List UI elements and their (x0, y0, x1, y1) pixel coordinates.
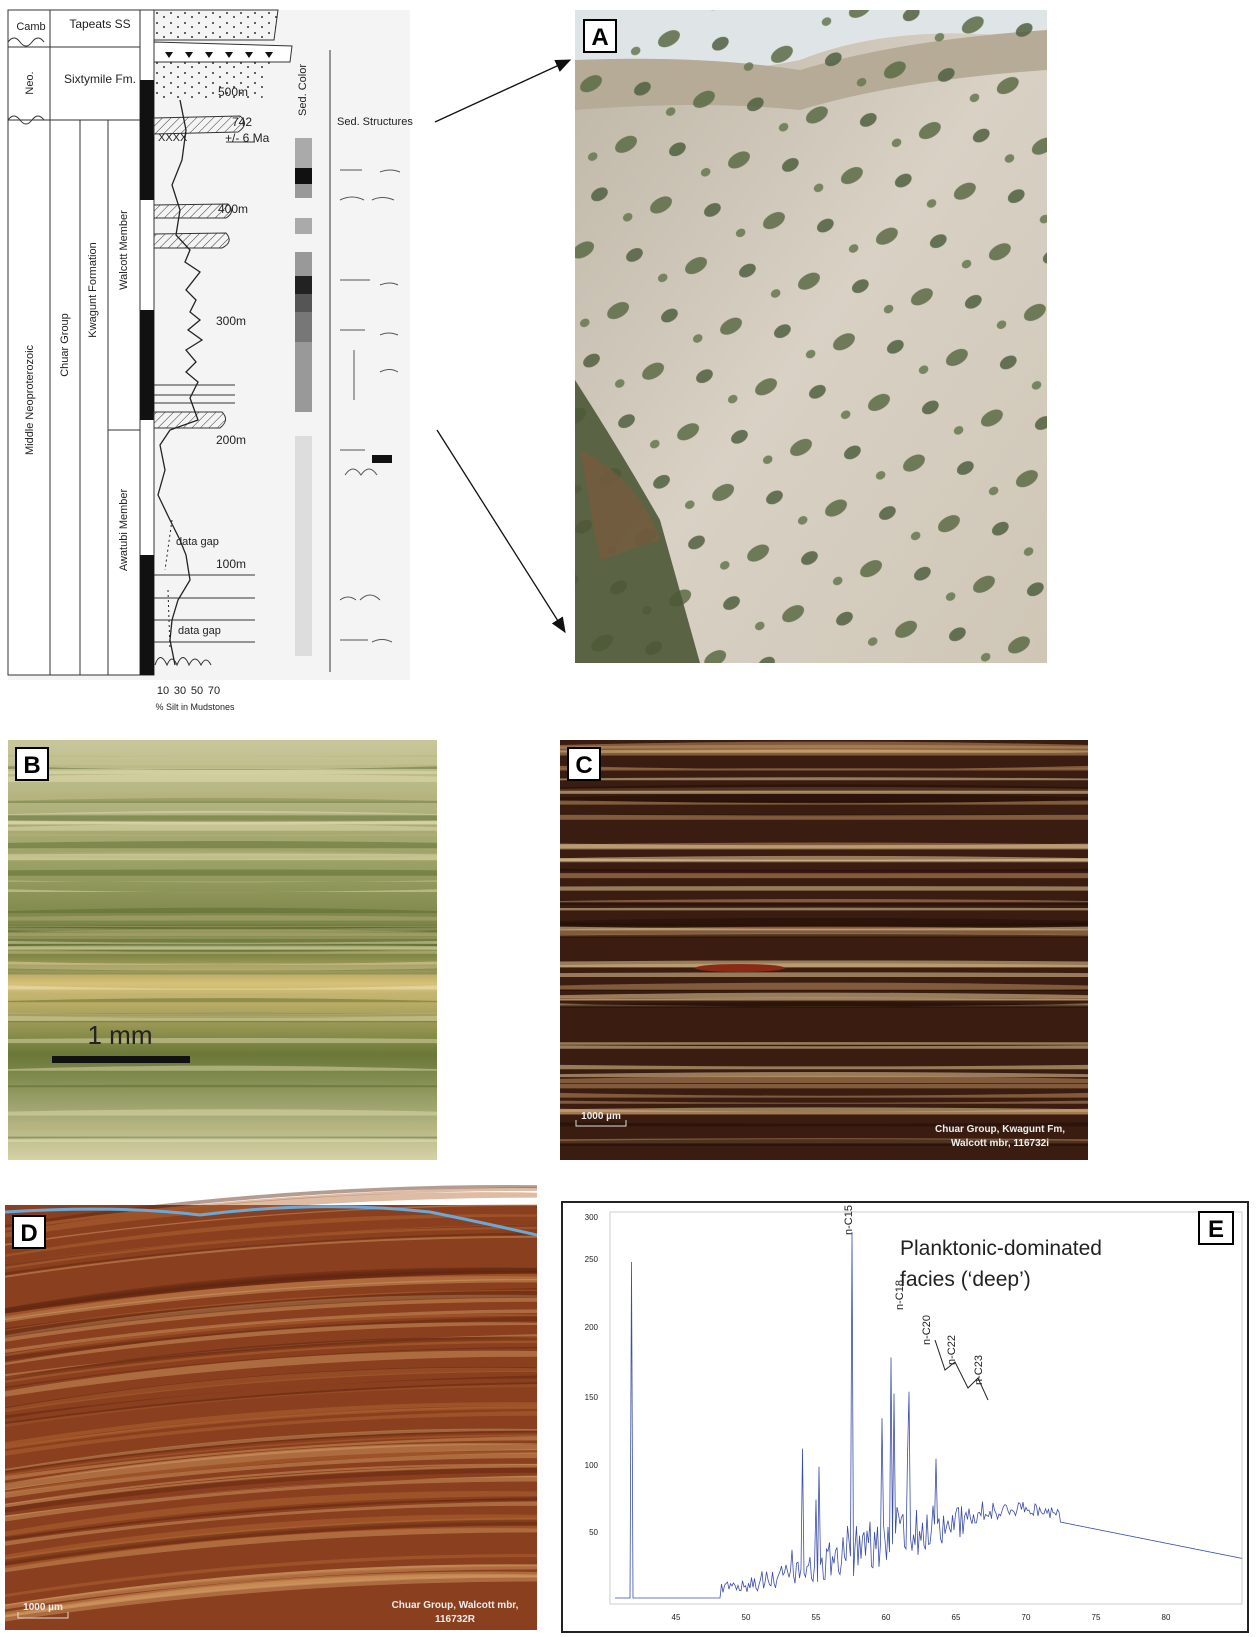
scale-label: 1 mm (88, 1020, 153, 1050)
texture (8, 869, 437, 875)
panel-label: C (575, 752, 592, 779)
texture (560, 745, 1088, 753)
y-tick-label: 250 (585, 1255, 599, 1264)
walcott-label: Walcott Member (118, 210, 130, 290)
arrow (437, 430, 565, 632)
sed-structures-label: Sed. Structures (337, 116, 413, 128)
texture (8, 947, 437, 948)
caption: Walcott mbr, 116732i (951, 1138, 1049, 1149)
texture (560, 1084, 1088, 1089)
tapeats-label: Tapeats SS (69, 17, 130, 31)
chart-title: Planktonic-dominated (900, 1237, 1102, 1260)
x-tick-label: 70 (1022, 1613, 1031, 1622)
depth-label: 200m (216, 433, 246, 447)
panel-d: D 1000 µm Chuar Group, Walcott mbr, 1167… (5, 1185, 537, 1630)
texture (560, 768, 1088, 770)
scale-bar (52, 1056, 190, 1063)
x-tick-label: 80 (1162, 1613, 1171, 1622)
depth-label: 100m (216, 557, 246, 571)
data-gap-label: data gap (178, 625, 221, 637)
panel-label: E (1208, 1216, 1224, 1243)
sixtymile-label: Sixtymile Fm. (64, 72, 136, 86)
panel-e: 300 250 200 150 100 50 45 50 55 60 65 70 75 80 Plankt… (562, 1202, 1248, 1632)
column-frame (8, 10, 150, 675)
depth-label: 500m (218, 85, 248, 99)
texture (8, 1038, 437, 1043)
texture (560, 972, 1088, 977)
age-label: 742 (232, 115, 252, 129)
y-tick-label: 200 (585, 1323, 599, 1332)
x-tick-label: 65 (952, 1613, 961, 1622)
formation-label: Kwagunt Formation (87, 242, 99, 337)
texture (8, 915, 437, 920)
panel-a: A (575, 10, 1047, 663)
y-tick-label: 100 (585, 1461, 599, 1470)
x-tick-label: 45 (672, 1613, 681, 1622)
panel-b: B 1 mm (8, 740, 437, 1160)
peak-label: n-C22 (946, 1335, 958, 1365)
y-tick-label: 300 (585, 1213, 599, 1222)
texture (560, 815, 1088, 820)
silt-tick: 10 (157, 685, 169, 697)
peak-label: n-C18 (894, 1280, 906, 1310)
panel-c: C 1000 µm Chuar Group, Kwagunt Fm, Walco… (560, 740, 1088, 1160)
data-gap-label: data gap (176, 536, 219, 548)
x-tick-label: 55 (812, 1613, 821, 1622)
texture (8, 853, 437, 860)
caption: Chuar Group, Walcott mbr, (392, 1600, 519, 1611)
texture (560, 873, 1088, 878)
neo-label: Neo. (24, 71, 36, 94)
panel-label: D (20, 1220, 37, 1247)
x-tick-label: 75 (1092, 1613, 1101, 1622)
silt-tick: 70 (208, 685, 220, 697)
texture (560, 1042, 1088, 1045)
x-tick-label: 50 (742, 1613, 751, 1622)
texture (560, 960, 1088, 967)
depth-label: 400m (218, 202, 248, 216)
caption: Chuar Group, Kwagunt Fm, (935, 1124, 1065, 1135)
texture (560, 886, 1088, 891)
depth-label: 300m (216, 314, 246, 328)
texture (8, 795, 437, 802)
peak-label: n-C23 (973, 1355, 985, 1385)
chart-title: facies (‘deep’) (900, 1268, 1031, 1291)
y-tick-label: 150 (585, 1393, 599, 1402)
panel-label: B (23, 752, 40, 779)
era-label: Middle Neoproterozoic (24, 344, 36, 455)
strat-column: Camb Tapeats SS Neo. Sixtymile Fm. Middl… (8, 10, 413, 712)
figure: Camb Tapeats SS Neo. Sixtymile Fm. Middl… (0, 0, 1259, 1637)
silt-tick: 30 (174, 685, 186, 697)
sed-color-label: Sed. Color (297, 64, 309, 116)
peak-label: n-C15 (843, 1205, 855, 1235)
texture (8, 944, 437, 946)
scale-label: 1000 µm (581, 1111, 621, 1122)
silt-tick: 50 (191, 685, 203, 697)
age-error-label: +/- 6 Ma (225, 131, 270, 145)
panel-label: A (591, 24, 608, 51)
camb-label: Camb (16, 21, 45, 33)
scale-label: 1000 µm (23, 1602, 63, 1613)
peak-label: n-C20 (921, 1315, 933, 1345)
silt-axis-label: % Silt in Mudstones (155, 702, 235, 712)
awatubi-label: Awatubi Member (118, 489, 130, 572)
texture (8, 1138, 437, 1142)
texture (8, 841, 437, 848)
group-label: Chuar Group (59, 313, 71, 377)
tuff-label: XXXX (158, 132, 188, 144)
texture (560, 908, 1088, 911)
x-tick-label: 60 (882, 1613, 891, 1622)
y-tick-label: 50 (589, 1528, 598, 1537)
caption: 116732R (435, 1614, 476, 1625)
arrow (435, 60, 570, 122)
texture (8, 1085, 437, 1087)
